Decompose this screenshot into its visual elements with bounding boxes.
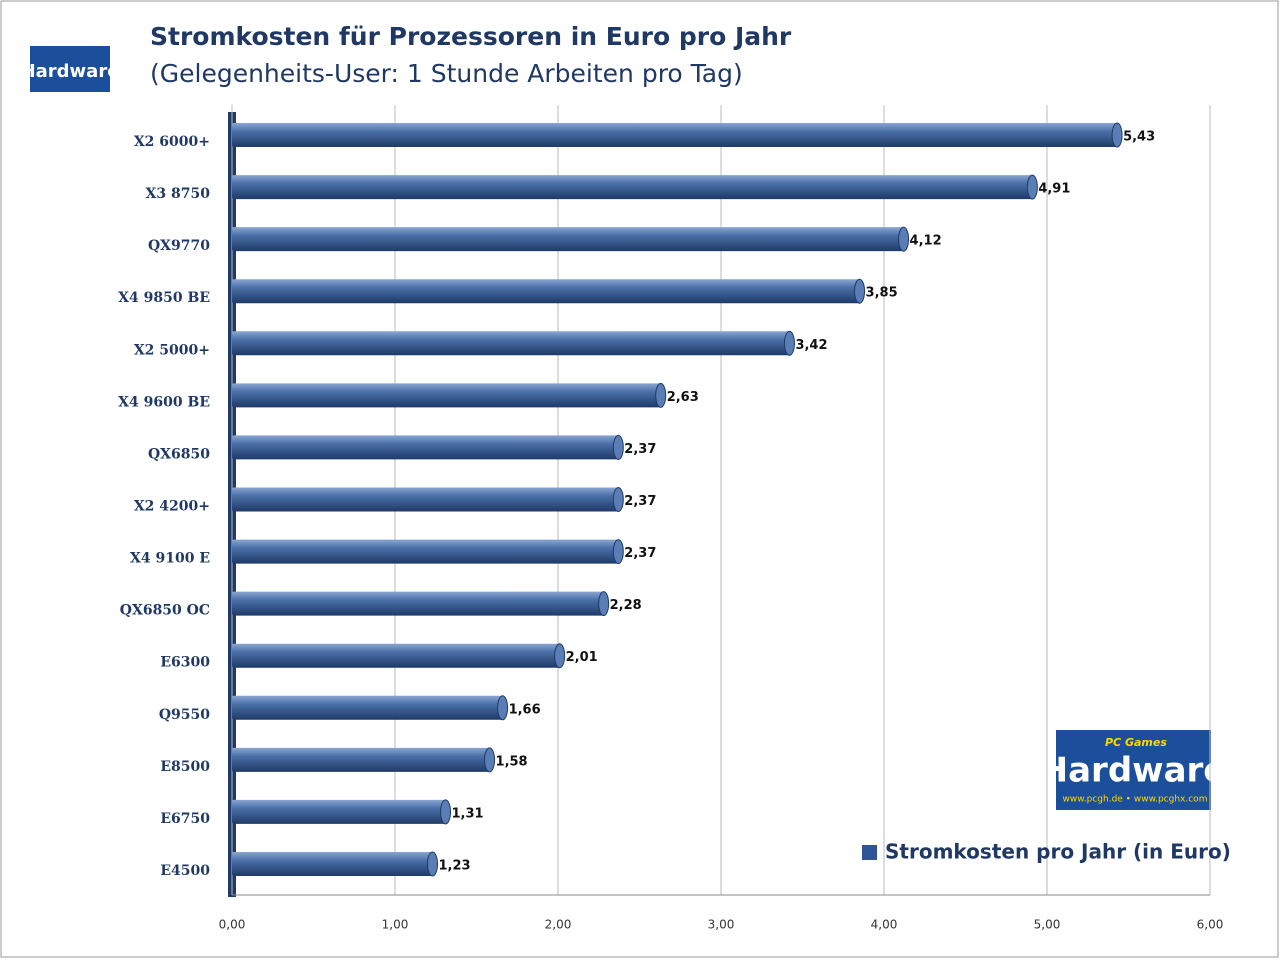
y-tick-label: X4 9850 BE xyxy=(118,290,210,306)
value-label: 5,43 xyxy=(1123,130,1155,145)
logo-box xyxy=(1056,730,1211,810)
bar-cap xyxy=(426,851,438,877)
value-label: 1,66 xyxy=(509,702,541,717)
bar xyxy=(232,747,490,772)
logo-name: Hardware xyxy=(21,61,120,82)
bar xyxy=(232,435,619,460)
bar-cap xyxy=(612,434,624,460)
bar-cap xyxy=(440,799,452,825)
legend-label: Stromkosten pro Jahr (in Euro) xyxy=(885,840,1231,864)
y-tick-label: E6300 xyxy=(160,655,210,671)
x-tick-label: 3,00 xyxy=(708,918,735,932)
chart-title: Stromkosten für Prozessoren in Euro pro … xyxy=(150,22,792,51)
y-tick-label: QX6850 xyxy=(148,446,210,462)
bar-cap xyxy=(1111,122,1123,148)
y-tick-label: E4500 xyxy=(160,863,210,879)
bar xyxy=(232,851,433,876)
bar xyxy=(232,487,619,512)
logo-brand: PC Games xyxy=(1105,736,1167,749)
bar xyxy=(232,383,661,408)
y-tick-label: X2 5000+ xyxy=(134,342,210,358)
value-label: 2,28 xyxy=(610,598,642,613)
value-label: 1,23 xyxy=(438,858,470,873)
y-tick-label: E6750 xyxy=(160,811,210,827)
y-tick-label: X4 9600 BE xyxy=(118,394,210,410)
value-label: 2,37 xyxy=(624,546,656,561)
value-label: 2,37 xyxy=(624,442,656,457)
bar xyxy=(232,227,904,252)
bar-cap xyxy=(1026,174,1038,200)
bar xyxy=(232,539,619,564)
y-tick-label: Q9550 xyxy=(159,707,210,723)
chart-subtitle: (Gelegenheits-User: 1 Stunde Arbeiten pr… xyxy=(150,59,743,88)
bar xyxy=(232,799,446,824)
x-tick-label: 2,00 xyxy=(545,918,572,932)
y-tick-label: QX9770 xyxy=(148,238,210,254)
logo-name: Hardware xyxy=(1040,751,1227,791)
y-tick-label: X2 4200+ xyxy=(134,499,210,515)
value-label: 1,31 xyxy=(452,806,484,821)
bar-cap xyxy=(484,747,496,773)
bar-cap xyxy=(783,330,795,356)
y-tick-label: X3 8750 xyxy=(146,186,211,202)
bar-cap xyxy=(898,226,910,252)
bar-cap xyxy=(612,487,624,512)
bar xyxy=(232,279,860,304)
y-tick-label: X4 9100 E xyxy=(130,551,210,567)
bar xyxy=(232,175,1033,200)
bar-cap xyxy=(655,382,667,408)
value-label: 3,42 xyxy=(795,338,827,353)
bar xyxy=(232,123,1118,148)
bar xyxy=(232,591,604,616)
value-label: 4,12 xyxy=(910,234,942,249)
value-label: 4,91 xyxy=(1038,182,1070,197)
bar xyxy=(232,643,560,668)
bar-cap xyxy=(554,643,566,669)
x-tick-label: 6,00 xyxy=(1197,918,1224,932)
bar-cap xyxy=(854,278,866,304)
x-tick-label: 4,00 xyxy=(871,918,898,932)
bar-cap xyxy=(612,539,624,565)
value-label: 2,37 xyxy=(624,494,656,509)
bar-cap xyxy=(497,695,509,721)
y-tick-label: X2 6000+ xyxy=(134,134,210,150)
logo-url: www.pcgh.de • www.pcghx.com xyxy=(1063,795,1208,805)
value-label: 1,58 xyxy=(496,754,528,769)
bar-cap xyxy=(598,591,610,617)
y-tick-label: QX6850 OC xyxy=(120,603,210,619)
y-tick-label: E8500 xyxy=(160,759,210,775)
legend-swatch xyxy=(862,845,877,860)
x-tick-label: 5,00 xyxy=(1034,918,1061,932)
logo: Hardware PC Games Hardware www.pcgh.de •… xyxy=(21,46,1227,810)
bar xyxy=(232,331,790,356)
x-tick-label: 0,00 xyxy=(219,918,246,932)
x-tick-label: 1,00 xyxy=(382,918,409,932)
value-label: 2,63 xyxy=(667,390,699,405)
bar xyxy=(232,695,503,720)
value-label: 2,01 xyxy=(566,650,598,665)
value-label: 3,85 xyxy=(866,286,898,301)
